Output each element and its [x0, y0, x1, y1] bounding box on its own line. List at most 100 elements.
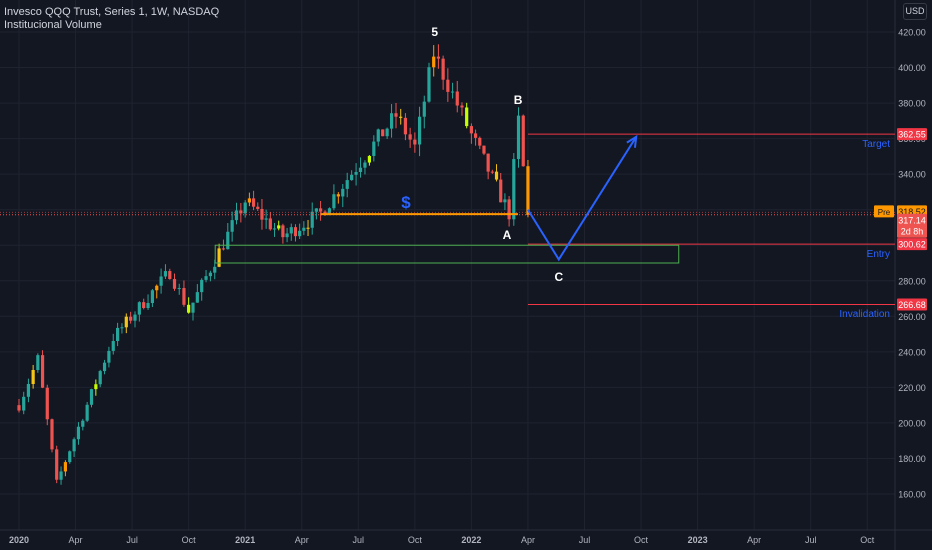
candle-body[interactable]: [298, 230, 302, 237]
candle-body[interactable]: [381, 129, 385, 137]
candle-body[interactable]: [268, 218, 272, 230]
candle-body[interactable]: [399, 116, 403, 118]
candle-body[interactable]: [306, 227, 310, 229]
candle-body[interactable]: [319, 208, 323, 212]
candle-body[interactable]: [76, 426, 81, 440]
candle-body[interactable]: [50, 419, 54, 450]
candle-body[interactable]: [465, 107, 469, 127]
candle-body[interactable]: [408, 134, 412, 140]
candle-body[interactable]: [172, 279, 177, 289]
candle-body[interactable]: [63, 462, 67, 472]
candle-body[interactable]: [494, 171, 499, 180]
candle-body[interactable]: [195, 292, 199, 303]
candle-body[interactable]: [314, 208, 319, 212]
candle-body[interactable]: [436, 56, 441, 59]
candle-body[interactable]: [81, 420, 85, 427]
candle-body[interactable]: [230, 220, 234, 232]
candle-body[interactable]: [385, 128, 389, 137]
candle-body[interactable]: [177, 288, 181, 290]
candle-body[interactable]: [36, 355, 40, 371]
candle-body[interactable]: [289, 227, 293, 234]
candle-body[interactable]: [264, 218, 268, 220]
candle-body[interactable]: [146, 303, 150, 309]
candle-body[interactable]: [354, 172, 358, 175]
candle-body[interactable]: [372, 141, 376, 156]
entry-zone[interactable]: [214, 244, 680, 264]
candle-body[interactable]: [159, 276, 163, 286]
candle-body[interactable]: [204, 276, 208, 280]
candle-body[interactable]: [213, 266, 217, 273]
candle-body[interactable]: [503, 199, 507, 203]
candle-body[interactable]: [482, 145, 486, 154]
indicator-label[interactable]: Institucional Volume: [4, 19, 102, 31]
candle-body[interactable]: [413, 139, 417, 145]
candle-body[interactable]: [107, 350, 111, 363]
candle-body[interactable]: [182, 288, 186, 305]
candle-body[interactable]: [247, 198, 251, 203]
candle-body[interactable]: [137, 302, 141, 315]
candle-body[interactable]: [363, 162, 367, 168]
candle-body[interactable]: [469, 126, 473, 134]
candle-body[interactable]: [26, 384, 31, 397]
candle-body[interactable]: [345, 180, 349, 189]
candle-body[interactable]: [432, 56, 436, 68]
candle-body[interactable]: [191, 302, 195, 313]
candle-body[interactable]: [336, 194, 340, 197]
candle-body[interactable]: [45, 387, 49, 420]
candle-body[interactable]: [367, 155, 371, 163]
candle-body[interactable]: [285, 233, 289, 238]
candle-body[interactable]: [155, 285, 159, 291]
candle-body[interactable]: [499, 179, 503, 203]
candle-body[interactable]: [516, 115, 521, 160]
candle-body[interactable]: [358, 167, 363, 173]
candle-body[interactable]: [133, 314, 137, 321]
candle-body[interactable]: [163, 271, 168, 277]
candle-body[interactable]: [120, 327, 124, 329]
candle-body[interactable]: [350, 174, 354, 181]
candle-body[interactable]: [478, 137, 482, 146]
candle-body[interactable]: [142, 302, 146, 309]
candle-body[interactable]: [85, 404, 89, 421]
candle-body[interactable]: [187, 304, 191, 313]
currency-button[interactable]: USD: [903, 3, 927, 20]
symbol-title[interactable]: Invesco QQQ Trust, Series 1, 1W, NASDAQ: [4, 6, 220, 18]
candle-body[interactable]: [59, 471, 63, 480]
candle-body[interactable]: [22, 396, 26, 411]
candle-body[interactable]: [512, 159, 516, 220]
candle-body[interactable]: [98, 371, 102, 385]
candle-body[interactable]: [293, 227, 298, 237]
candle-body[interactable]: [394, 113, 398, 117]
candle-body[interactable]: [422, 101, 426, 117]
candle-body[interactable]: [455, 91, 459, 106]
candle-body[interactable]: [234, 210, 239, 221]
candle-body[interactable]: [302, 227, 306, 231]
candle-body[interactable]: [89, 389, 94, 405]
candle-body[interactable]: [102, 362, 107, 372]
candle-body[interactable]: [450, 91, 455, 93]
candle-body[interactable]: [332, 194, 336, 209]
candle-body[interactable]: [272, 228, 277, 230]
candle-body[interactable]: [327, 208, 332, 216]
candle-body[interactable]: [521, 115, 525, 167]
candle-body[interactable]: [217, 248, 221, 267]
candle-body[interactable]: [486, 153, 490, 172]
candle-body[interactable]: [427, 67, 431, 102]
candle-body[interactable]: [281, 225, 285, 238]
candle-body[interactable]: [341, 188, 345, 197]
candle-body[interactable]: [150, 290, 154, 304]
candle-body[interactable]: [251, 198, 256, 207]
candle-body[interactable]: [389, 113, 394, 129]
candle-body[interactable]: [111, 341, 115, 351]
candle-body[interactable]: [226, 231, 230, 250]
candle-body[interactable]: [94, 384, 98, 390]
candle-body[interactable]: [168, 271, 172, 280]
projection-path[interactable]: [527, 136, 638, 262]
candle-body[interactable]: [473, 133, 478, 138]
candle-body[interactable]: [277, 225, 281, 229]
candle-body[interactable]: [417, 116, 422, 145]
candle-body[interactable]: [17, 405, 21, 411]
candle-body[interactable]: [490, 171, 494, 173]
candle-body[interactable]: [221, 248, 226, 250]
